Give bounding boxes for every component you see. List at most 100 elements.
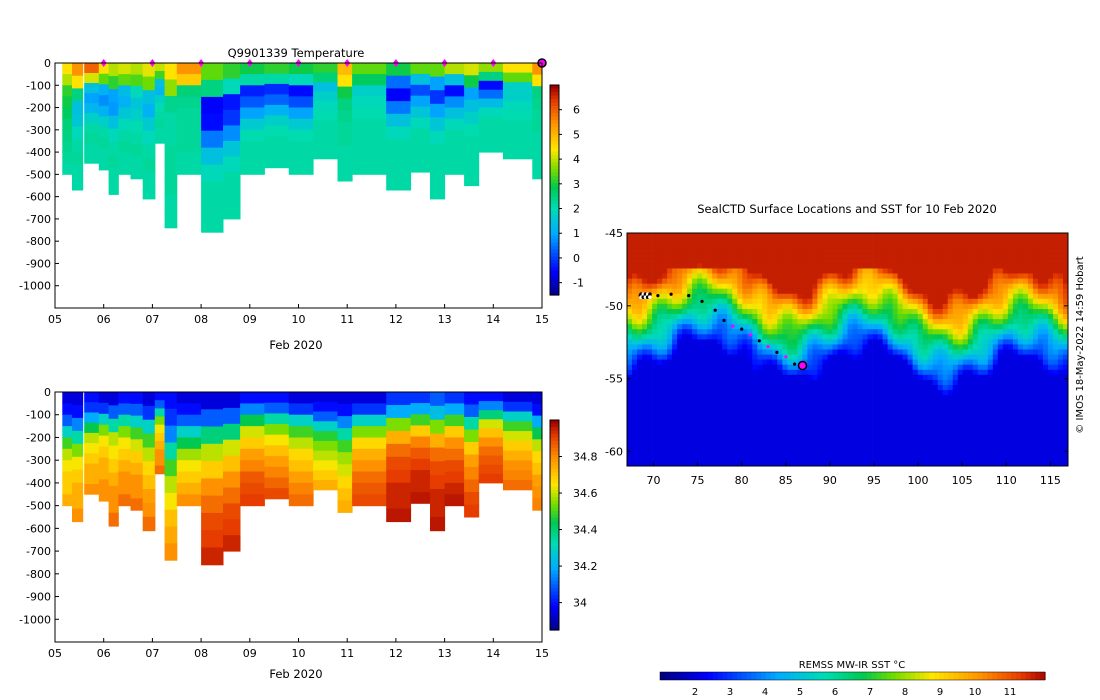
sst-cell <box>682 233 688 239</box>
sst-cell <box>867 385 873 391</box>
profile-cell <box>176 471 202 484</box>
sst-cell <box>1012 339 1019 345</box>
sst-cell <box>1048 283 1054 290</box>
sst-cell <box>952 430 959 436</box>
profile-cell <box>264 94 290 106</box>
sst-cell <box>902 329 908 335</box>
x-tick-label: 115 <box>1040 474 1061 487</box>
sst-cell <box>717 460 723 467</box>
sst-cell <box>832 288 838 295</box>
sst-cell <box>1042 258 1049 264</box>
sst-cell <box>942 319 949 325</box>
sst-cell <box>872 460 878 467</box>
sst-cell <box>1048 273 1054 279</box>
sst-cell <box>1027 460 1034 467</box>
colorbar-swatch <box>550 539 559 544</box>
sst-cell <box>647 460 653 467</box>
sst-cell <box>867 314 873 320</box>
sst-cell <box>732 314 738 320</box>
sst-cell <box>677 405 683 411</box>
sst-cell <box>892 354 898 361</box>
credit-text: © IMOS 18-May-2022 14:59 Hobart <box>1075 256 1086 433</box>
sst-cell <box>687 410 693 416</box>
sst-cell <box>652 349 658 355</box>
sst-cell <box>1042 273 1049 279</box>
sst-cell <box>927 435 934 442</box>
profile-cell <box>337 133 353 147</box>
sst-cell <box>922 263 929 269</box>
sst-cell <box>627 238 633 244</box>
sst-cell <box>682 283 688 290</box>
sst-cell <box>912 425 918 431</box>
sst-cell <box>852 248 858 254</box>
sst-cell <box>882 278 888 285</box>
profile-cell <box>118 85 131 97</box>
sst-cell <box>657 268 663 274</box>
colorbar-swatch <box>550 605 559 610</box>
sst-cell <box>672 400 678 406</box>
profile-cell <box>386 177 412 191</box>
sst-cell <box>737 435 743 442</box>
sst-cell <box>932 440 939 447</box>
sst-cell <box>942 283 949 290</box>
sst-cell <box>712 339 718 345</box>
sst-cell <box>1012 450 1019 457</box>
profile-cell <box>223 487 241 504</box>
sst-cell <box>817 314 823 320</box>
profile-cell <box>154 400 165 409</box>
sst-cell <box>957 410 964 416</box>
sst-cell <box>772 390 778 396</box>
colorbar-swatch <box>977 672 983 680</box>
profile-cell <box>264 392 290 404</box>
sst-cell <box>652 385 658 391</box>
sst-cell <box>907 298 913 305</box>
sst-cell <box>832 405 838 411</box>
profile-cell <box>84 463 100 475</box>
sst-cell <box>772 233 778 239</box>
sst-cell <box>892 344 898 350</box>
sst-cell <box>652 329 658 335</box>
sst-cell <box>937 288 944 295</box>
sst-cell <box>737 445 743 452</box>
track-point <box>784 355 788 359</box>
sst-cell <box>1048 263 1054 269</box>
y-tick-label: -400 <box>26 146 51 159</box>
sst-cell <box>1007 440 1014 447</box>
sst-cell <box>782 364 788 371</box>
sst-cell <box>787 420 793 426</box>
sst-cell <box>932 354 939 361</box>
sst-cell <box>732 354 738 361</box>
sst-cell <box>1042 379 1049 386</box>
sst-cell <box>827 233 833 239</box>
sst-cell <box>757 303 763 310</box>
sst-cell <box>797 268 803 274</box>
sst-cell <box>1012 364 1019 371</box>
sst-cell <box>637 273 643 279</box>
sst-cell <box>692 314 698 320</box>
sst-cell <box>882 303 888 310</box>
sst-cell <box>787 238 793 244</box>
sst-cell <box>902 430 908 436</box>
sst-cell <box>1063 258 1069 264</box>
profile-cell <box>352 141 387 153</box>
sst-cell <box>707 455 713 462</box>
sst-cell <box>1002 303 1009 310</box>
sst-cell <box>912 268 918 274</box>
sst-cell <box>877 238 883 244</box>
colorbar-swatch <box>794 672 801 680</box>
sst-cell <box>807 288 813 295</box>
sst-cell <box>817 329 823 335</box>
sst-cell <box>952 445 959 452</box>
sst-cell <box>977 415 984 421</box>
profile-cell <box>386 456 412 471</box>
sst-cell <box>732 334 738 340</box>
sst-cell <box>757 455 763 462</box>
sst-cell <box>717 369 723 376</box>
sst-cell <box>912 415 918 421</box>
sst-cell <box>967 309 974 315</box>
sst-cell <box>932 298 939 305</box>
sst-cell <box>662 329 668 335</box>
sst-cell <box>987 283 994 290</box>
sst-cell <box>842 369 848 376</box>
sst-cell <box>722 400 728 406</box>
